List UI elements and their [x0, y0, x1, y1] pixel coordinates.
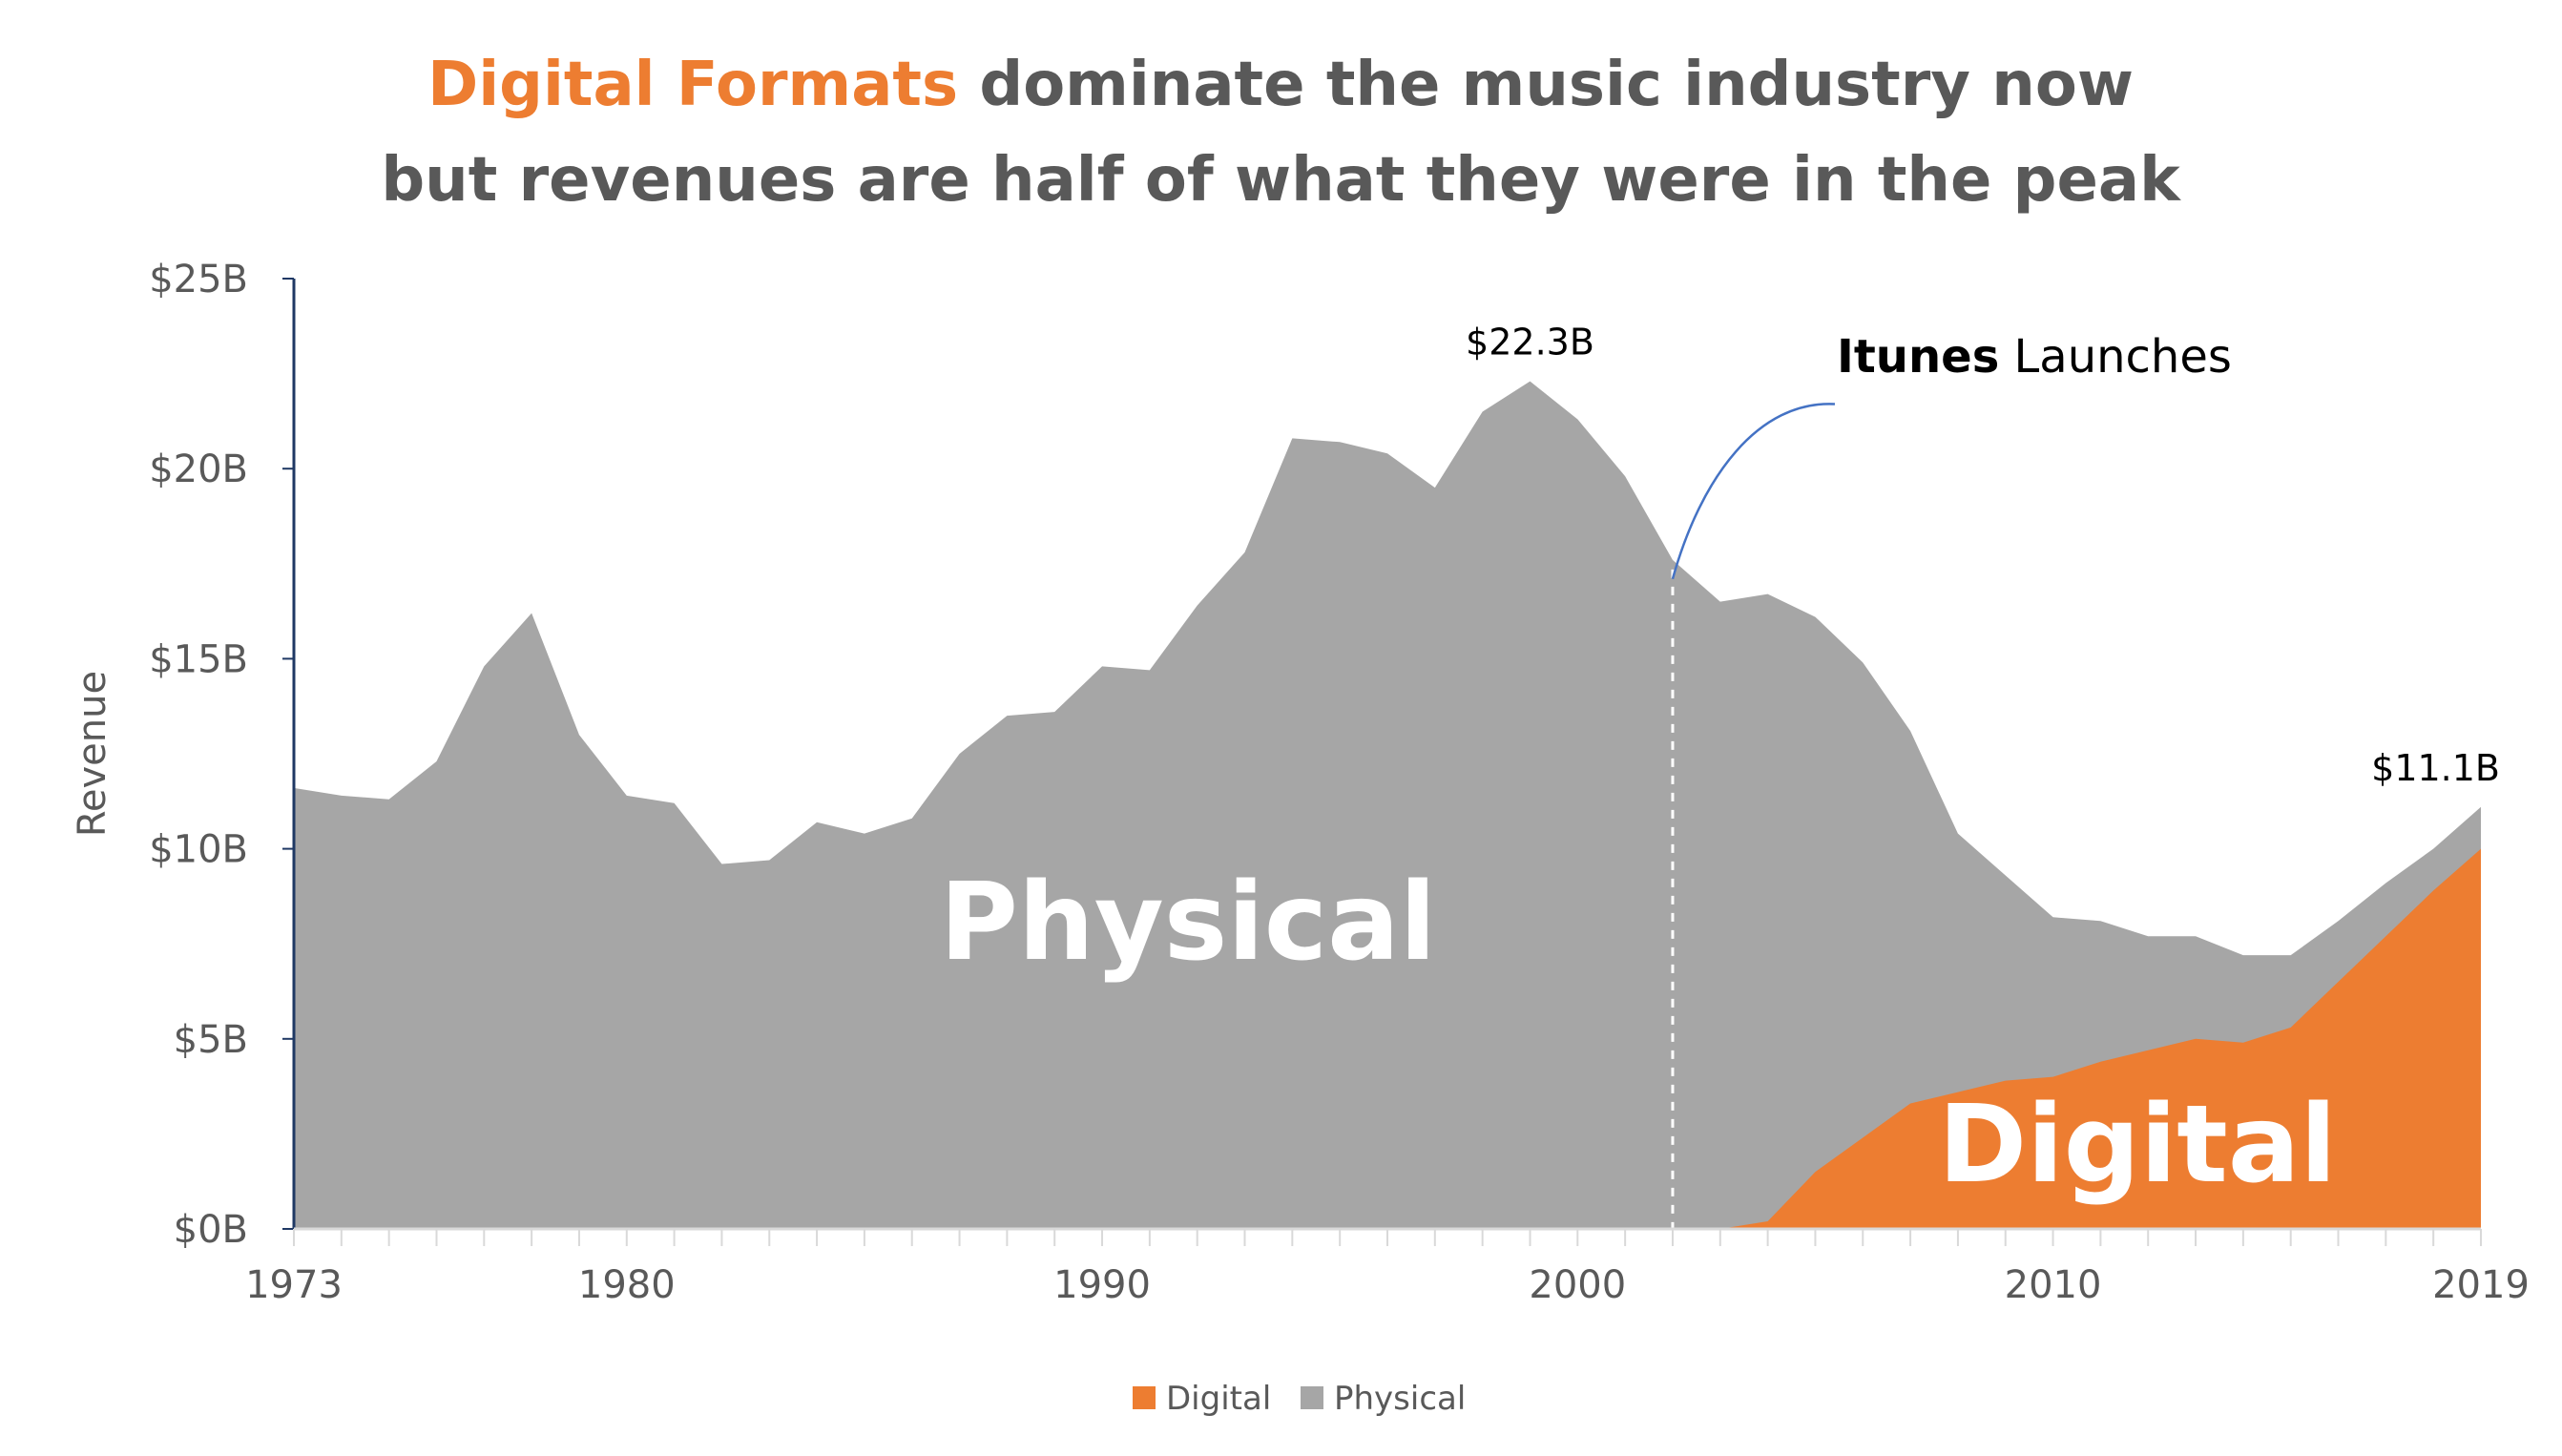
x-tick-label: 1973: [245, 1263, 343, 1307]
x-tick-label: 2000: [1529, 1263, 1626, 1307]
x-tick-label: 1980: [578, 1263, 676, 1307]
y-tick-label: $15B: [149, 637, 248, 681]
legend-swatch-physical: [1301, 1386, 1323, 1409]
x-tick-label: 2019: [2432, 1263, 2530, 1307]
chart-title-highlight: Digital Formats: [427, 50, 958, 120]
y-tick-label: $10B: [149, 828, 248, 872]
physical-area: [294, 381, 2481, 1229]
data-labels: $22.3B $11.1B: [1466, 322, 2500, 789]
y-tick-label: $5B: [174, 1018, 248, 1062]
y-tick-label: $20B: [149, 447, 248, 491]
chart-title-rest: dominate the music industry now: [958, 50, 2134, 120]
legend-label-physical: Physical: [1334, 1380, 1466, 1418]
area-layer: [294, 381, 2481, 1229]
x-tick-label: 2010: [2005, 1263, 2102, 1307]
y-tick-label: $25B: [149, 258, 248, 302]
data-label: $22.3B: [1466, 322, 1594, 364]
legend-swatch-digital: [1133, 1386, 1156, 1409]
y-ticks: $0B $5B $10B $15B $20B $25B: [149, 258, 294, 1252]
y-axis-title: Revenue: [71, 671, 115, 837]
legend: Digital Physical: [1133, 1380, 1466, 1418]
axes: $0B $5B $10B $15B $20B $25B 1973 1980 1990 2000 2…: [149, 258, 2530, 1307]
digital-area: [294, 848, 2481, 1229]
physical-area-label: Physical: [940, 861, 1436, 985]
chart-title-line-2: but revenues are half of what they were …: [381, 145, 2181, 216]
itunes-annotation-bold: Itunes: [1837, 330, 1999, 384]
itunes-annotation-rest: Launches: [1999, 330, 2232, 384]
chart-title-line-1: Digital Formats dominate the music indus…: [427, 50, 2134, 120]
y-tick-label: $0B: [174, 1208, 248, 1252]
x-tick-label: 1990: [1053, 1263, 1151, 1307]
x-ticks: 1973 1980 1990 2000 2010 2019: [245, 1263, 2530, 1307]
legend-label-digital: Digital: [1166, 1380, 1271, 1418]
x-minor-ticks: [293, 1229, 2482, 1246]
digital-area-label: Digital: [1938, 1083, 2336, 1207]
data-label: $11.1B: [2371, 747, 2500, 789]
itunes-annotation: Itunes Launches: [1837, 330, 2232, 384]
itunes-callout-curve: [1671, 403, 1836, 580]
